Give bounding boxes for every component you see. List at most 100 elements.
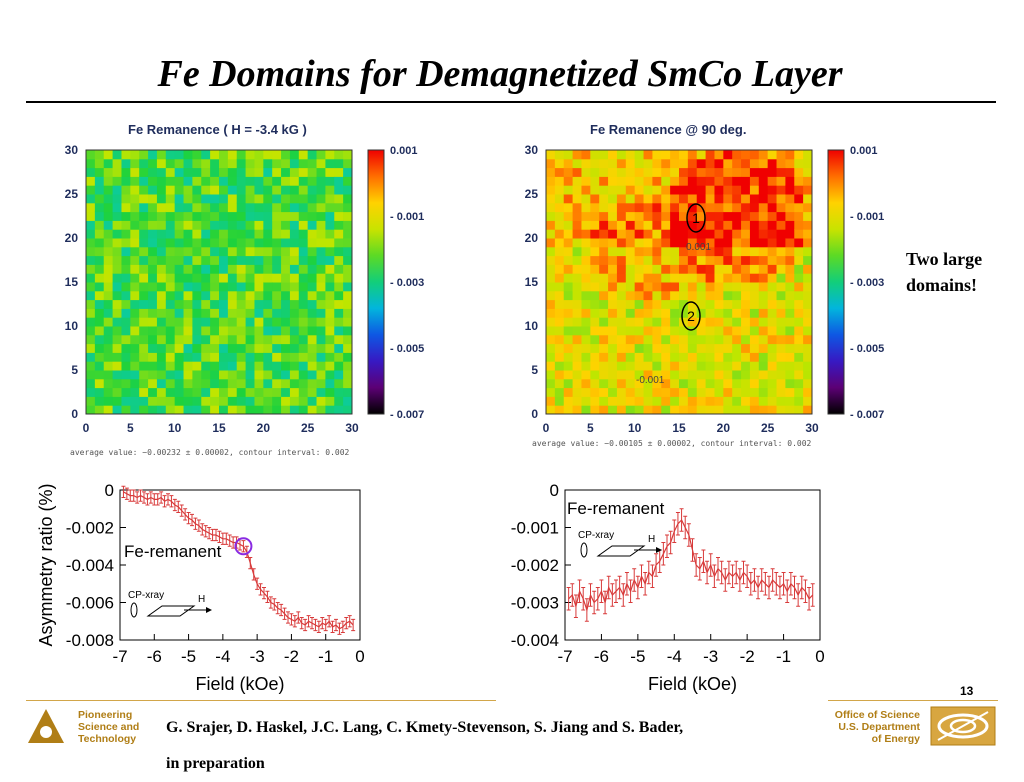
heatmap-cell	[643, 326, 653, 336]
heatmap-cell	[679, 229, 689, 239]
heatmap-cell	[634, 352, 645, 362]
heatmap-cell	[219, 361, 229, 371]
heatmap-cell	[608, 334, 618, 345]
heatmap-cell	[590, 405, 600, 415]
heatmap-cell	[272, 167, 282, 177]
heatmap-cell	[272, 396, 282, 406]
heatmap-cell	[679, 238, 689, 248]
heatmap-cell	[758, 405, 769, 415]
heatmap-cell	[661, 317, 671, 327]
heatmap-cell	[219, 167, 229, 177]
heatmap-cell	[732, 361, 742, 371]
heatmap-cell	[634, 290, 645, 301]
heatmap-cell	[298, 158, 309, 169]
asymmetry-plot-left-body: -7 -6 -5 -4 -3 -2 -1 00-0.002-0.004-0.006-0.008…	[36, 481, 365, 694]
heatmap-cell	[803, 220, 813, 230]
heatmap-cell	[192, 343, 202, 353]
heatmap-cell	[687, 326, 698, 336]
heatmap-cell	[696, 167, 707, 177]
heatmap-cell	[263, 176, 273, 186]
heatmap-cell	[625, 299, 636, 309]
heatmap-cell	[325, 370, 335, 380]
heatmap-cell	[687, 273, 698, 283]
heatmap-cell	[554, 387, 565, 397]
heatmap-cell	[130, 176, 140, 186]
heatmap-cell	[174, 194, 185, 204]
heatmap-cell	[741, 176, 751, 186]
heatmap-cell	[94, 150, 105, 160]
heatmap-cell	[679, 150, 689, 160]
heatmap-cell	[687, 299, 698, 309]
heatmap-cell	[563, 150, 574, 160]
heatmap-cell	[714, 343, 724, 353]
heatmap-cell	[272, 150, 282, 160]
heatmap-cell	[156, 238, 167, 248]
heatmap-cell	[679, 299, 689, 309]
heatmap-cell	[563, 185, 574, 195]
heatmap-cell	[316, 290, 326, 301]
heatmap-cell	[608, 343, 618, 353]
heatmap-cell	[705, 150, 715, 160]
heatmap-cell	[572, 158, 582, 169]
colorbar-label: - 0.007	[390, 409, 424, 421]
heatmap-cell	[661, 220, 671, 230]
heatmap-cell	[749, 264, 760, 274]
heatmap-cell	[590, 229, 600, 239]
heatmap-cell	[581, 229, 591, 239]
heatmap-cell	[758, 167, 769, 177]
heatmap-cell	[316, 229, 326, 239]
heatmap-cell	[201, 326, 211, 336]
heatmap-cell	[758, 211, 769, 221]
heatmap-cell	[263, 150, 273, 160]
heatmap-cell	[94, 290, 105, 301]
heatmap-cell	[554, 317, 565, 327]
heatmap-cell	[139, 334, 149, 345]
heatmap-cell	[254, 370, 264, 380]
heatmap-cell	[219, 317, 229, 327]
heatmap-cell	[652, 290, 662, 301]
heatmap-cell	[334, 299, 344, 309]
heatmap-cell	[210, 150, 220, 160]
heatmap-cell	[263, 405, 273, 415]
heatmap-cell	[563, 396, 574, 406]
heatmap-cell	[236, 211, 247, 221]
heatmap-cell	[325, 343, 335, 353]
heatmap-cell	[785, 334, 795, 345]
heatmap-cell	[192, 317, 202, 327]
heatmap-cell	[572, 299, 582, 309]
heatmap-cell	[325, 176, 335, 186]
heatmap-cell	[121, 202, 131, 213]
x-tick-label: 15	[212, 421, 226, 435]
heatmap-cell	[121, 317, 131, 327]
heatmap-cell	[210, 158, 220, 169]
heatmap-cell	[705, 317, 715, 327]
heatmap-cell	[210, 246, 220, 257]
heatmap-cell	[148, 361, 158, 371]
heatmap-cell	[661, 299, 671, 309]
heatmap-cell	[316, 273, 326, 283]
heatmap-cell	[625, 308, 636, 318]
heatmap-cell	[723, 352, 733, 362]
heatmap-cell	[643, 361, 653, 371]
colorbar	[367, 149, 385, 415]
heatmap-cell	[714, 378, 724, 389]
heatmap-cell	[554, 202, 565, 213]
heatmap-cell	[334, 343, 344, 353]
heatmap-cell	[563, 202, 574, 213]
heatmap-cell	[732, 290, 742, 301]
heatmap-cell	[572, 211, 582, 221]
heatmap-cell	[634, 405, 645, 415]
heatmap-cell	[165, 378, 176, 389]
heatmap-cell	[696, 370, 707, 380]
heatmap-cell	[227, 238, 238, 248]
heatmap-cell	[732, 396, 742, 406]
heatmap-cell	[183, 255, 193, 265]
heatmap-cell	[254, 255, 264, 265]
heatmap-cell	[723, 211, 733, 221]
heatmap-cell	[634, 264, 645, 274]
heatmap-cell	[343, 326, 353, 336]
heatmap-cell	[679, 378, 689, 389]
heatmap-cell	[307, 317, 318, 327]
heatmap-cell	[86, 361, 96, 371]
y-tick-label: 25	[525, 187, 539, 201]
